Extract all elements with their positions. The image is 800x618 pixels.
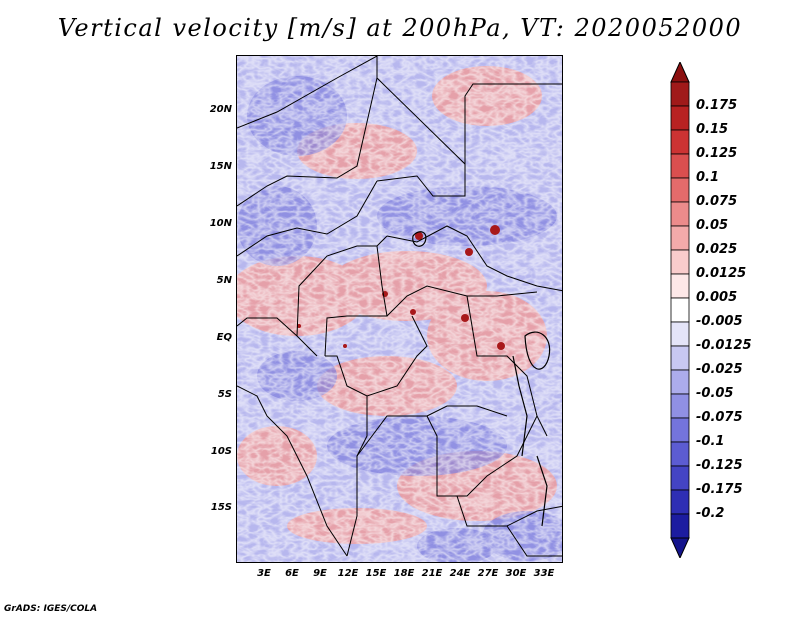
colorbar-label: -0.125	[696, 458, 743, 473]
core	[343, 344, 347, 348]
core	[297, 324, 301, 328]
lat-label-eq: EQ	[216, 332, 232, 343]
lon-label-12e: 12E	[337, 568, 359, 579]
border	[376, 56, 562, 166]
colorbar-label: -0.075	[696, 410, 743, 425]
lon-label-21e: 21E	[421, 568, 443, 579]
lake	[536, 455, 548, 527]
colorbar-label: -0.005	[696, 314, 743, 329]
colorbar-segment	[670, 393, 690, 419]
colorbar-label: 0.15	[696, 122, 729, 137]
lon-label-15e: 15E	[365, 568, 387, 579]
border	[237, 317, 318, 357]
core	[415, 232, 423, 240]
core	[497, 342, 505, 350]
lat-label-15s: 15S	[210, 502, 232, 513]
colorbar	[670, 62, 690, 558]
convective-cores	[297, 225, 505, 350]
border	[386, 225, 562, 292]
lake	[412, 231, 427, 247]
lat-label-20n: 20N	[209, 104, 232, 115]
border	[237, 385, 348, 557]
lon-label-33e: 33E	[533, 568, 555, 579]
lake	[512, 355, 528, 457]
colorbar-top-arrow	[670, 62, 690, 83]
border	[506, 525, 562, 557]
core	[490, 225, 500, 235]
colorbar-label: 0.05	[696, 218, 729, 233]
lake-outlines	[412, 231, 551, 527]
colorbar-label: -0.175	[696, 482, 743, 497]
border	[376, 164, 466, 197]
core	[465, 248, 473, 256]
colorbar-label: -0.0125	[696, 338, 752, 353]
colorbar-label: 0.1	[696, 170, 720, 185]
colorbar-segment	[670, 489, 690, 515]
lon-label-3e: 3E	[257, 568, 271, 579]
lon-label-30e: 30E	[505, 568, 527, 579]
colorbar-bottom-arrow	[670, 537, 690, 558]
colorbar-segment	[670, 81, 690, 107]
lat-label-5s: 5S	[217, 389, 232, 400]
colorbar-segment	[670, 297, 690, 323]
colorbar-segment	[670, 177, 690, 203]
colorbar-segment	[670, 201, 690, 227]
colorbar-label: 0.125	[696, 146, 738, 161]
credit-text: GrADS: IGES/COLA	[4, 604, 98, 614]
border	[324, 245, 388, 357]
lat-label-10n: 10N	[209, 218, 232, 229]
colorbar-segment	[670, 249, 690, 275]
lake	[524, 331, 551, 370]
border	[237, 180, 378, 257]
colorbar-label: 0.0125	[696, 266, 747, 281]
lat-label-15n: 15N	[209, 161, 232, 172]
border	[237, 56, 378, 129]
colorbar-segment	[670, 345, 690, 371]
colorbar-segment	[670, 321, 690, 347]
lon-label-9e: 9E	[313, 568, 327, 579]
colorbar-label: 0.175	[696, 98, 738, 113]
lat-label-5n: 5N	[216, 275, 232, 286]
border	[466, 295, 548, 437]
colorbar-label: -0.05	[696, 386, 734, 401]
core	[461, 314, 469, 322]
country-borders	[237, 56, 562, 557]
colorbar-label: 0.025	[696, 242, 738, 257]
colorbar-segment	[670, 441, 690, 467]
velocity-map	[236, 55, 563, 563]
colorbar-segment	[670, 465, 690, 491]
colorbar-segment	[670, 105, 690, 131]
colorbar-segment	[670, 417, 690, 443]
lon-label-24e: 24E	[449, 568, 471, 579]
lon-label-27e: 27E	[477, 568, 499, 579]
lon-label-18e: 18E	[393, 568, 415, 579]
border	[386, 285, 538, 317]
colorbar-segment	[670, 129, 690, 155]
border	[325, 315, 428, 397]
border	[237, 77, 378, 207]
texture-overlay	[237, 56, 562, 562]
border	[426, 405, 508, 417]
lat-label-10s: 10S	[210, 446, 232, 457]
chart-title: Vertical velocity [m/s] at 200hPa, VT: 2…	[57, 14, 743, 42]
colorbar-segment	[670, 153, 690, 179]
colorbar-segment	[670, 369, 690, 395]
colorbar-segment	[670, 273, 690, 299]
core	[410, 309, 416, 315]
colorbar-label: 0.075	[696, 194, 738, 209]
colorbar-segment	[670, 513, 690, 539]
colorbar-label: -0.2	[696, 506, 725, 521]
lon-label-6e: 6E	[285, 568, 299, 579]
colorbar-label: -0.025	[696, 362, 743, 377]
colorbar-label: 0.005	[696, 290, 738, 305]
colorbar-label: -0.1	[696, 434, 725, 449]
colorbar-segment	[670, 225, 690, 251]
border	[296, 235, 388, 337]
